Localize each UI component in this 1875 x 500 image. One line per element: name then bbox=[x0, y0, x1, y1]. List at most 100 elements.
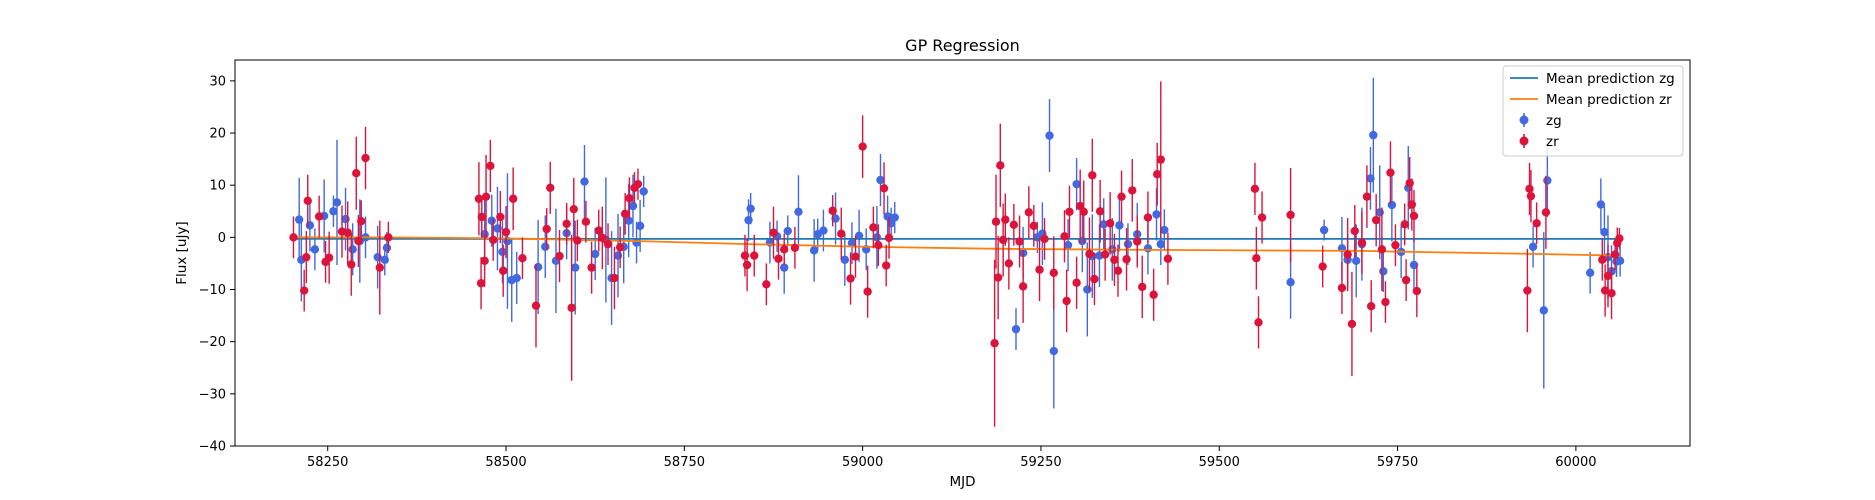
x-tick-label: 59250 bbox=[1020, 455, 1061, 470]
data-point-zr bbox=[603, 239, 613, 249]
data-point-zr bbox=[1343, 250, 1352, 259]
data-point-zr bbox=[542, 224, 551, 234]
legend-label-zg-line: Mean prediction zg bbox=[1546, 71, 1675, 87]
y-tick-label: 30 bbox=[209, 74, 226, 89]
data-point-zr bbox=[750, 251, 759, 260]
data-point-zr bbox=[1105, 219, 1115, 228]
data-point-zr bbox=[996, 161, 1005, 170]
data-point-zg bbox=[1152, 210, 1161, 219]
data-point-zg bbox=[1156, 239, 1165, 249]
data-point-zr bbox=[1062, 296, 1071, 306]
y-tick-label: −10 bbox=[199, 283, 226, 298]
data-point-zr bbox=[1024, 208, 1034, 217]
x-tick-label: 60000 bbox=[1555, 455, 1596, 470]
legend-swatch-zg-points bbox=[1519, 115, 1529, 125]
y-tick-label: −40 bbox=[199, 440, 226, 455]
data-point-zg bbox=[831, 214, 840, 223]
data-point-zr bbox=[790, 243, 800, 252]
data-point-zg bbox=[305, 221, 315, 230]
data-point-zg bbox=[809, 246, 819, 255]
x-tick-label: 59500 bbox=[1199, 455, 1240, 470]
data-point-zr bbox=[518, 254, 527, 263]
data-point-zr bbox=[289, 233, 298, 242]
data-point-zr bbox=[740, 251, 750, 260]
data-point-zr bbox=[1615, 234, 1624, 243]
data-point-zr bbox=[1362, 192, 1372, 201]
data-point-zg bbox=[1600, 227, 1609, 237]
data-point-zg bbox=[854, 231, 864, 240]
data-point-zr bbox=[1257, 213, 1267, 222]
data-point-zr bbox=[1366, 302, 1376, 311]
data-point-zr bbox=[1113, 266, 1123, 275]
data-point-zr bbox=[1532, 219, 1541, 228]
data-point-zr bbox=[562, 219, 571, 228]
data-point-zr bbox=[1117, 192, 1126, 201]
data-point-zr bbox=[375, 263, 384, 272]
data-point-zg bbox=[498, 247, 507, 257]
data-point-zr bbox=[587, 263, 596, 272]
data-point-zr bbox=[352, 168, 361, 178]
data-point-zr bbox=[594, 226, 603, 235]
data-point-zg bbox=[746, 204, 755, 213]
data-point-zr bbox=[314, 212, 324, 221]
data-point-zr bbox=[1060, 232, 1069, 241]
y-tick-label: 0 bbox=[218, 231, 226, 246]
legend-label-zr-points: zr bbox=[1546, 134, 1559, 150]
data-point-zg bbox=[890, 213, 899, 222]
data-point-zr bbox=[1138, 282, 1147, 292]
y-axis: −40 −30 −20 −10 0 10 20 30 bbox=[199, 74, 235, 455]
data-point-zg bbox=[840, 255, 850, 264]
data-point-zr bbox=[1541, 208, 1551, 217]
data-point-zg bbox=[1123, 239, 1133, 249]
data-point-zr bbox=[774, 254, 783, 263]
data-point-zr bbox=[1401, 275, 1411, 285]
data-point-zr bbox=[1110, 255, 1119, 264]
data-point-zr bbox=[1286, 210, 1295, 220]
data-point-zr bbox=[1143, 213, 1153, 222]
data-point-zr bbox=[573, 236, 582, 245]
data-point-zg bbox=[294, 215, 304, 224]
data-point-zr bbox=[1381, 297, 1390, 307]
data-point-zg bbox=[380, 255, 389, 264]
data-point-zr bbox=[480, 256, 489, 266]
data-point-zg bbox=[1369, 130, 1378, 140]
data-point-zg bbox=[1585, 268, 1595, 278]
data-point-zg bbox=[1160, 225, 1169, 235]
data-point-zr bbox=[625, 194, 634, 203]
data-point-zr bbox=[1391, 240, 1400, 250]
data-point-zr bbox=[874, 240, 883, 250]
data-point-zr bbox=[354, 236, 363, 246]
data-point-zr bbox=[1128, 186, 1137, 195]
data-point-zr bbox=[476, 279, 486, 288]
data-point-zr bbox=[884, 233, 894, 243]
x-tick-label: 59750 bbox=[1377, 455, 1418, 470]
data-point-zr bbox=[474, 194, 484, 203]
data-point-zr bbox=[1095, 207, 1105, 216]
data-point-zr bbox=[1065, 207, 1074, 216]
data-point-zr bbox=[869, 223, 878, 232]
data-point-zg bbox=[382, 243, 392, 252]
y-tick-label: −20 bbox=[199, 335, 226, 350]
data-point-zr bbox=[546, 183, 555, 192]
data-point-zg bbox=[541, 242, 550, 251]
data-point-zr bbox=[498, 266, 508, 275]
data-point-zg bbox=[1319, 225, 1329, 235]
data-point-zr bbox=[1525, 184, 1534, 194]
data-point-zg bbox=[783, 226, 792, 236]
data-point-zr bbox=[769, 228, 778, 237]
data-point-zr bbox=[1009, 220, 1019, 230]
data-point-zg bbox=[332, 198, 342, 207]
x-axis: 58250 58500 58750 59000 59250 59500 59750 60000 bbox=[307, 446, 1597, 470]
y-tick-label: 20 bbox=[209, 127, 226, 142]
data-point-zr bbox=[477, 212, 486, 222]
x-tick-label: 58750 bbox=[664, 455, 705, 470]
data-point-zr bbox=[1088, 171, 1097, 180]
data-point-zr bbox=[508, 194, 518, 203]
data-point-zr bbox=[742, 260, 752, 270]
data-point-zr bbox=[343, 228, 352, 237]
data-point-zr bbox=[302, 252, 311, 262]
data-point-zg bbox=[1528, 242, 1538, 251]
data-point-zg bbox=[1409, 260, 1419, 270]
data-point-zr bbox=[863, 287, 872, 296]
data-point-zr bbox=[851, 252, 860, 261]
